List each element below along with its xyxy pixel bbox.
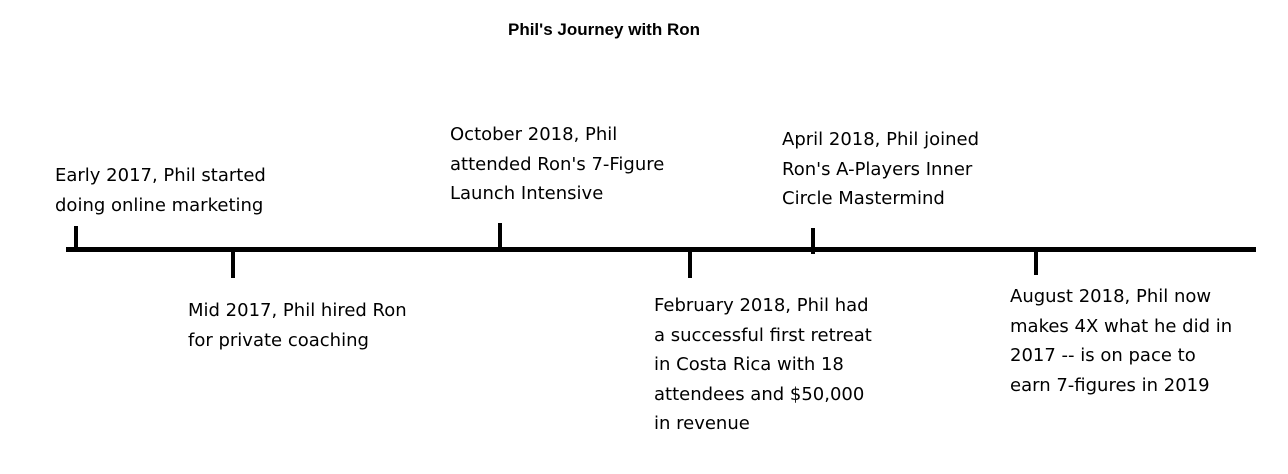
timeline-tick-february-2018 <box>688 252 692 278</box>
timeline-tick-april-2018 <box>811 228 815 254</box>
timeline-axis <box>66 247 1256 252</box>
timeline-tick-early-2017 <box>74 226 78 252</box>
event-label-october-2018: October 2018, Phil attended Ron's 7-Figu… <box>450 124 665 204</box>
event-label-august-2018: August 2018, Phil now makes 4X what he d… <box>1010 286 1233 396</box>
timeline-tick-mid-2017 <box>231 252 235 278</box>
event-label-mid-2017: Mid 2017, Phil hired Ron for private coa… <box>188 300 407 351</box>
event-label-april-2018: April 2018, Phil joined Ron's A-Players … <box>782 129 980 209</box>
timeline-tick-october-2018 <box>498 223 502 249</box>
diagram-title: Phil's Journey with Ron <box>507 20 700 39</box>
timeline-tick-august-2018 <box>1034 249 1038 275</box>
event-label-early-2017: Early 2017, Phil started doing online ma… <box>55 165 266 216</box>
event-label-february-2018: February 2018, Phil had a successful fir… <box>654 295 872 434</box>
